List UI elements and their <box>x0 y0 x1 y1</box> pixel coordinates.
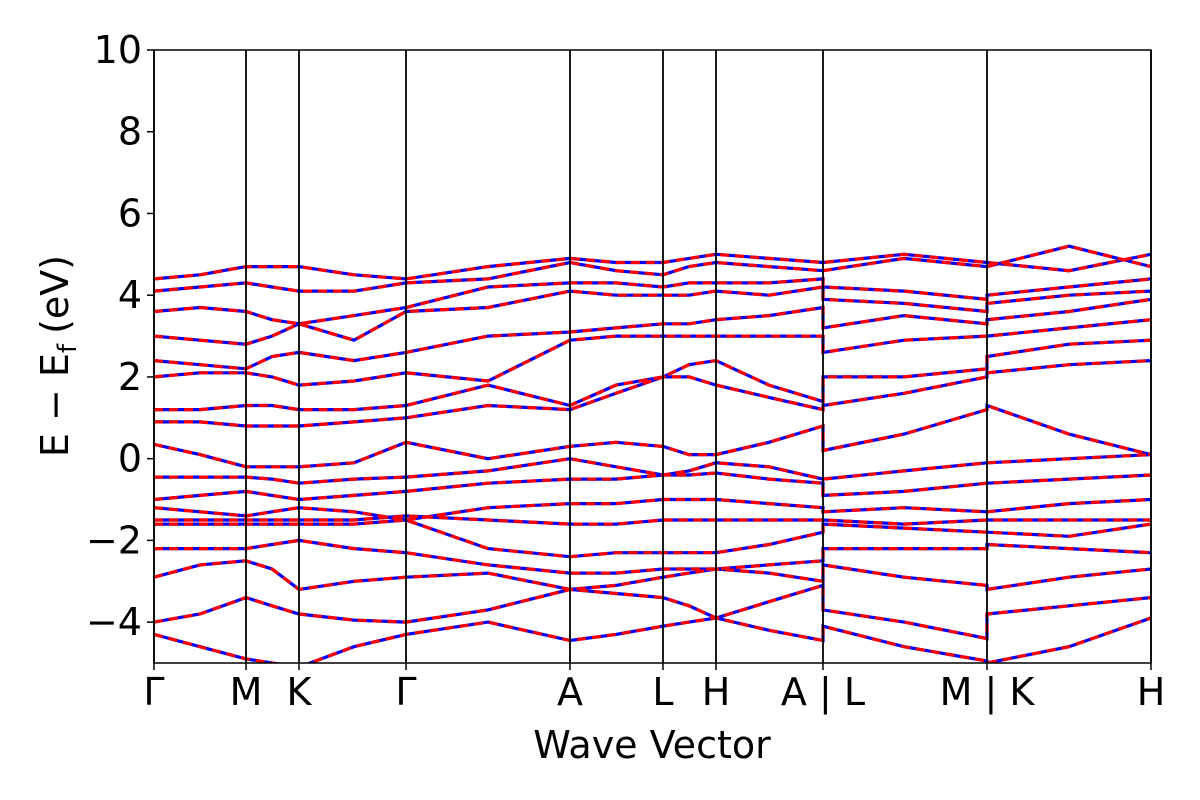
band-spin-down <box>154 518 1151 559</box>
y-tick-label: −2 <box>86 518 142 562</box>
band-spin-down <box>154 403 1151 469</box>
x-tick-label: M <box>230 670 263 714</box>
x-tick-label: L <box>652 670 673 714</box>
x-axis-label: Wave Vector <box>533 723 771 767</box>
band-spin-up <box>154 538 1151 575</box>
band-spin-down <box>154 318 1151 387</box>
x-tick-label: A | L <box>781 670 865 715</box>
y-tick-label: 0 <box>118 437 142 481</box>
y-label-unit: (eV) <box>33 255 77 334</box>
x-tick-label: A <box>557 670 583 714</box>
bands <box>154 244 1151 663</box>
y-label-main: E − E <box>33 353 77 457</box>
band-spin-down <box>154 514 1151 526</box>
y-tick-label: 6 <box>118 191 142 235</box>
band-spin-up <box>154 338 1151 412</box>
band-spin-up <box>154 403 1151 469</box>
x-tick-label: M | K <box>940 670 1036 715</box>
y-tick-label: −4 <box>86 600 142 644</box>
x-tick-label: Γ <box>143 670 164 714</box>
y-tick-label: 4 <box>118 273 142 317</box>
band-spin-down <box>154 338 1151 412</box>
band-spin-down <box>154 583 1151 641</box>
band-spin-down <box>154 252 1151 281</box>
band-spin-down <box>154 453 1151 485</box>
y-tick-label: 2 <box>118 355 142 399</box>
y-tick-label: 8 <box>118 110 142 154</box>
band-spin-up <box>154 559 1151 592</box>
x-tick-label: H <box>702 670 731 714</box>
y-tick-label: 10 <box>94 28 142 72</box>
band-spin-up <box>154 518 1151 559</box>
x-tick-label: H <box>1137 670 1166 714</box>
y-axis-label: E − Ef (eV) <box>33 255 83 457</box>
band-spin-up <box>154 453 1151 485</box>
x-tick-label: K <box>287 670 313 714</box>
band-spin-up <box>154 359 1151 428</box>
band-spin-down <box>154 471 1151 502</box>
band-spin-up <box>154 616 1151 663</box>
band-spin-down <box>154 497 1151 522</box>
band-spin-down <box>154 559 1151 592</box>
band-spin-down <box>154 244 1151 293</box>
x-tick-label: Γ <box>395 670 416 714</box>
y-label-sub: f <box>53 343 83 353</box>
